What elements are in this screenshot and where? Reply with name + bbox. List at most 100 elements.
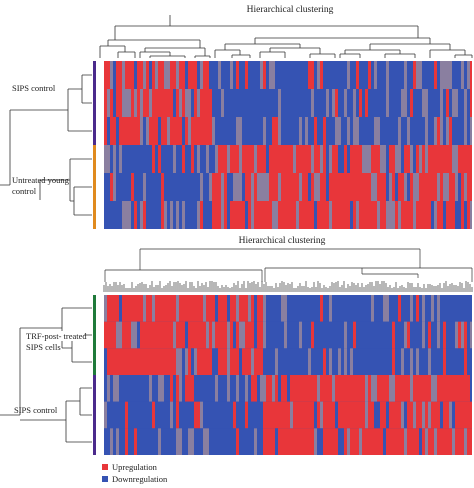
heatmap-cell: [287, 428, 290, 455]
heatmap-cell: [233, 295, 236, 322]
heatmap-cell: [356, 428, 359, 455]
panel-b-group-bar-trf: [93, 295, 96, 375]
heatmap-cell: [353, 201, 356, 229]
heatmap-cell: [440, 428, 443, 455]
heatmap-cell: [299, 173, 302, 201]
heatmap-cell: [446, 201, 449, 229]
heatmap-cell: [449, 89, 452, 117]
heatmap-cell: [380, 117, 383, 145]
heatmap-cell: [146, 375, 149, 402]
heatmap-cell: [419, 61, 422, 89]
heatmap-cell: [278, 321, 281, 349]
heatmap-cell: [152, 348, 155, 375]
heatmap-cell: [164, 348, 167, 375]
heatmap-cell: [395, 375, 398, 402]
heatmap-cell: [143, 145, 146, 173]
heatmap-cell: [281, 173, 284, 201]
heatmap-cell: [356, 89, 359, 117]
heatmap-cell: [446, 428, 449, 455]
heatmap-cell: [413, 321, 416, 349]
heatmap-cell: [149, 117, 152, 145]
heatmap-cell: [470, 173, 472, 201]
heatmap-cell: [371, 173, 374, 201]
heatmap-cell: [332, 295, 335, 322]
heatmap-cell: [197, 321, 200, 349]
heatmap-cell: [164, 321, 167, 349]
heatmap-cell: [356, 295, 359, 322]
heatmap-cell: [170, 295, 173, 322]
heatmap-cell: [239, 145, 242, 173]
heatmap-cell: [428, 428, 431, 455]
heatmap-cell: [257, 173, 260, 201]
heatmap-cell: [350, 321, 353, 349]
heatmap-cell: [404, 145, 407, 173]
heatmap-cell: [227, 321, 230, 349]
heatmap-cell: [470, 145, 472, 173]
heatmap-cell: [236, 201, 239, 229]
heatmap-cell: [140, 401, 143, 429]
heatmap-cell: [305, 348, 308, 375]
heatmap-cell: [467, 375, 470, 402]
heatmap-cell: [410, 401, 413, 429]
heatmap-cell: [386, 401, 389, 429]
heatmap-cell: [320, 145, 323, 173]
heatmap-cell: [440, 348, 443, 375]
heatmap-cell: [431, 401, 434, 429]
heatmap-cell: [419, 201, 422, 229]
heatmap-cell: [170, 348, 173, 375]
heatmap-cell: [191, 61, 194, 89]
heatmap-cell: [170, 375, 173, 402]
heatmap-cell: [458, 348, 461, 375]
heatmap-cell: [173, 173, 176, 201]
heatmap-cell: [125, 428, 128, 455]
heatmap-cell: [221, 145, 224, 173]
heatmap-cell: [374, 348, 377, 375]
heatmap-cell: [119, 173, 122, 201]
heatmap-cell: [302, 61, 305, 89]
heatmap-cell: [182, 321, 185, 349]
heatmap-cell: [182, 201, 185, 229]
heatmap-cell: [209, 117, 212, 145]
heatmap-cell: [413, 401, 416, 429]
heatmap-cell: [332, 173, 335, 201]
heatmap-cell: [152, 401, 155, 429]
heatmap-cell: [401, 428, 404, 455]
heatmap-cell: [443, 375, 446, 402]
heatmap-cell: [257, 321, 260, 349]
panel-a: Hierarchical clustering: [0, 5, 473, 229]
heatmap-cell: [122, 145, 125, 173]
heatmap-cell: [149, 173, 152, 201]
heatmap-cell: [404, 61, 407, 89]
heatmap-cell: [341, 375, 344, 402]
heatmap-cell: [242, 173, 245, 201]
heatmap-cell: [290, 375, 293, 402]
heatmap-cell: [335, 375, 338, 402]
heatmap-cell: [206, 201, 209, 229]
heatmap-cell: [341, 117, 344, 145]
heatmap-cell: [188, 145, 191, 173]
heatmap-cell: [326, 321, 329, 349]
heatmap-cell: [281, 401, 284, 429]
heatmap-cell: [197, 375, 200, 402]
heatmap-cell: [176, 295, 179, 322]
heatmap-cell: [104, 401, 107, 429]
heatmap-cell: [236, 145, 239, 173]
heatmap-cell: [290, 61, 293, 89]
heatmap-cell: [461, 428, 464, 455]
heatmap-cell: [245, 173, 248, 201]
heatmap-cell: [323, 428, 326, 455]
heatmap-cell: [449, 201, 452, 229]
heatmap-cell: [227, 117, 230, 145]
heatmap-cell: [335, 401, 338, 429]
heatmap-cell: [266, 201, 269, 229]
heatmap-cell: [302, 89, 305, 117]
heatmap-cell: [440, 201, 443, 229]
heatmap-cell: [431, 173, 434, 201]
heatmap-cell: [236, 89, 239, 117]
heatmap-cell: [317, 145, 320, 173]
heatmap-cell: [107, 173, 110, 201]
heatmap-cell: [338, 145, 341, 173]
heatmap-cell: [362, 117, 365, 145]
heatmap-cell: [146, 61, 149, 89]
heatmap-cell: [470, 401, 472, 429]
